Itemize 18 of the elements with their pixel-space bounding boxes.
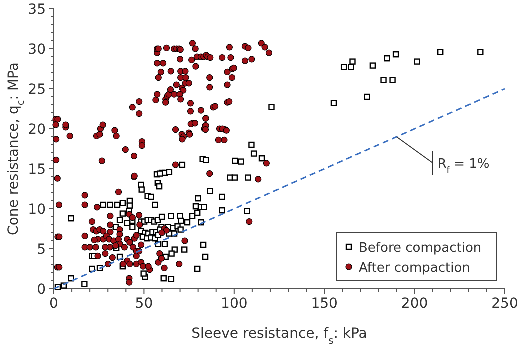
x-tick-label: 100 [221, 296, 248, 312]
y-tick-label: 20 [28, 122, 46, 138]
legend-label: After compaction [359, 261, 470, 276]
y-tick-label: 30 [28, 42, 46, 58]
x-tick-label: 200 [401, 296, 428, 312]
x-tick-label: 0 [50, 296, 58, 312]
y-tick-label: 25 [28, 82, 46, 98]
x-tick-label: 150 [311, 296, 338, 312]
y-tick-label: 5 [37, 242, 46, 258]
x-tick-label: 50 [135, 296, 154, 312]
y-tick-label: 35 [28, 2, 46, 18]
x-axis-title: Sleeve resistance, f$_{s}$: kPa [192, 326, 368, 346]
y-tick-label: 15 [28, 162, 46, 178]
x-tick-label: 250 [492, 296, 518, 312]
legend-label: Before compaction [359, 241, 482, 256]
y-tick-label: 10 [28, 202, 46, 218]
annotation: R$_{f}$ = 1% [438, 157, 490, 176]
y-tick-label: 0 [37, 282, 46, 298]
